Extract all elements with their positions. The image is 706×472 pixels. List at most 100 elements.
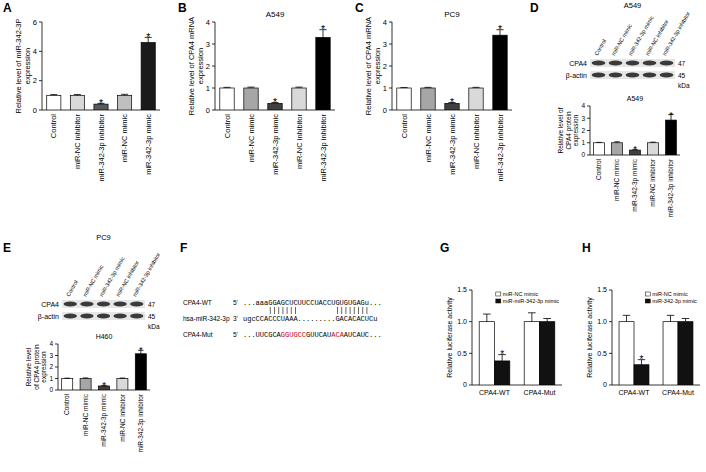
y-axis-label-line: expression [40, 351, 48, 383]
y-tick-label: 4 [33, 47, 37, 56]
x-tick-label: miR-342-3p mimic [631, 158, 639, 211]
y-tick [55, 378, 58, 379]
bar [47, 95, 61, 110]
y-tick-label: 1 [383, 84, 387, 93]
bar [70, 95, 84, 110]
significance-mark: * [498, 23, 502, 35]
base-pair [274, 307, 275, 314]
error-bar [682, 319, 689, 322]
y-tick [469, 321, 472, 322]
sequence-segment: ...UUCGCA [243, 331, 282, 339]
error-bar [400, 87, 407, 88]
y-axis-label-line: Relative luciferase activity [446, 297, 454, 378]
y-axis [612, 290, 613, 385]
base-pair [287, 307, 288, 314]
significance-mark: * [273, 96, 277, 108]
y-tick [587, 142, 590, 143]
x-tick-label: miR-342-3p inhibitor [667, 158, 675, 217]
y-tick [55, 355, 58, 356]
y-tick [55, 390, 58, 391]
blot-band [64, 314, 77, 319]
y-tick-label: 3 [383, 40, 387, 49]
blot-band [113, 302, 126, 307]
x-tick-label: miR-NC mimic [120, 114, 129, 163]
blot-band [592, 61, 606, 66]
chart-title: H460 [96, 333, 113, 340]
x-tick-label: miR-342-3p inhibitor [137, 393, 145, 452]
y-tick [587, 118, 590, 119]
bar [612, 143, 623, 155]
blot-membrane [62, 300, 145, 308]
y-tick [39, 22, 42, 23]
y-tick [609, 321, 612, 322]
blot-title: PC9 [96, 233, 111, 242]
x-tick-label: miR-NC mimic [82, 393, 89, 436]
sequence-segment: GGUGCC [281, 331, 306, 339]
x-tick-label: miR-NC inhibitor [73, 114, 82, 170]
blot-unit: kDa [678, 82, 690, 89]
plot-area [397, 30, 507, 110]
blot-row-label: CPA4 [41, 301, 59, 308]
y-tick-label: 3 [49, 352, 53, 359]
bar [469, 88, 483, 110]
blot-band [64, 302, 77, 307]
y-axis-label-line: Relative level of miR-342-3P [14, 18, 23, 113]
figure: A0246Relative level of miR-342-3Pexpress… [0, 0, 706, 472]
blot-band [626, 61, 640, 66]
blot-membrane [590, 59, 675, 67]
y-axis-label-line: Relative level [25, 347, 32, 386]
sequence-name: CPA4-WT [183, 299, 212, 306]
legend-label: miR-NC mimic [652, 291, 688, 297]
legend-swatch [645, 299, 650, 303]
sequence-name: hsa-miR-342-3p [183, 315, 230, 323]
sequence-end: 5' [233, 299, 238, 306]
chart-panel: BA54901234Relative level of CPA4 mRNAexp… [178, 1, 335, 182]
page: {"chart_data":[ {"type":"bar","panel":"A… [0, 0, 706, 472]
blot-band [97, 314, 110, 319]
y-tick [389, 110, 392, 111]
significance-mark: * [99, 97, 103, 109]
chart-title: A549 [266, 10, 285, 19]
y-axis-label-line: expression [373, 48, 382, 84]
blot-band [80, 302, 93, 307]
y-tick-label: 1.0 [457, 318, 467, 325]
bar [594, 143, 605, 155]
bar [141, 43, 155, 110]
panel-letter: H [582, 241, 591, 255]
y-tick-label: 0 [49, 386, 53, 393]
x-tick-label: miR-342-3p inhibitor [97, 113, 106, 181]
significance-mark: * [500, 349, 504, 360]
error-bar [223, 87, 230, 89]
y-tick [609, 353, 612, 354]
y-tick [55, 367, 58, 368]
y-tick [469, 353, 472, 354]
x-tick-label: miR-NC inhibitor [472, 114, 481, 170]
y-tick-label: 0 [463, 381, 467, 388]
blot-band [130, 314, 143, 319]
chart-panel: G00.51.01.5Relative luciferase activity*… [440, 241, 562, 396]
legend-label: miR-NC mimic [503, 291, 539, 297]
base-pair [278, 307, 279, 314]
bar [479, 322, 494, 385]
significance-mark: * [146, 31, 150, 43]
blot-band [130, 302, 143, 307]
panel-letter: C [355, 1, 364, 15]
bar [80, 379, 91, 391]
bar [663, 322, 678, 385]
error-bar [667, 315, 674, 321]
chart-panel: CPC901234Relative level of CPA4 mRNAexpr… [355, 1, 512, 182]
y-tick-label: 1 [581, 139, 585, 146]
blot-band [609, 61, 623, 66]
y-tick-label: 1.5 [597, 286, 607, 293]
plot-area [479, 313, 555, 385]
x-tick-label: miR-342-3p mimic [271, 114, 280, 175]
panel-letter: D [530, 1, 539, 15]
y-tick [587, 155, 590, 156]
blot-band [113, 314, 126, 319]
base-pair [362, 307, 363, 314]
error-bar [83, 377, 89, 379]
y-axis-label-line: of CPA4 protein [33, 344, 41, 390]
y-tick [39, 80, 42, 81]
base-pair [291, 307, 292, 314]
bar [648, 143, 659, 155]
